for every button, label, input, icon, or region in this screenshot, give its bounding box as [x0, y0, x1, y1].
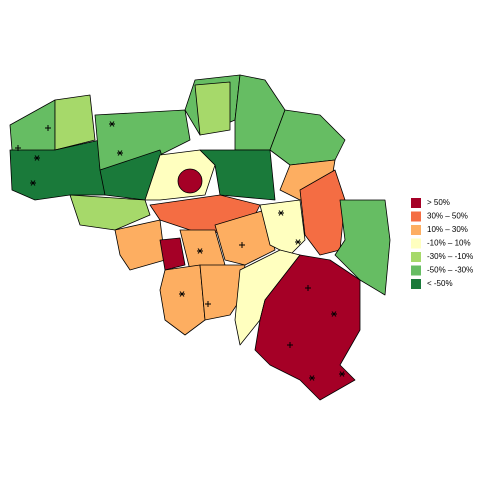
- star-marker: [339, 371, 345, 377]
- plus-marker: [205, 301, 211, 307]
- plus-marker: [305, 285, 311, 291]
- star-marker: [34, 155, 40, 161]
- region: [9, 139, 106, 201]
- legend-swatch: [411, 279, 421, 289]
- plus-marker: [239, 242, 245, 248]
- star-marker: [331, 311, 337, 317]
- star-marker: [309, 375, 315, 381]
- region: [199, 264, 246, 321]
- legend: > 50% 30% – 50% 10% – 30% -10% – 10% -30% – …: [411, 198, 473, 289]
- star-marker: [109, 121, 115, 127]
- region: [177, 168, 203, 194]
- plus-marker: [15, 145, 21, 151]
- plus-marker: [287, 342, 293, 348]
- star-marker: [179, 291, 185, 297]
- star-marker: [117, 150, 123, 156]
- star-marker: [30, 180, 36, 186]
- legend-label: < -50%: [427, 279, 453, 288]
- region: [334, 199, 391, 296]
- region: [69, 194, 151, 231]
- legend-label: > 50%: [427, 198, 450, 207]
- star-marker: [197, 248, 203, 254]
- legend-swatch: [411, 265, 421, 276]
- region: [194, 81, 231, 136]
- star-marker: [278, 210, 284, 216]
- region: [259, 199, 306, 256]
- star-marker: [295, 239, 301, 245]
- region: [114, 219, 166, 271]
- plus-marker: [45, 125, 51, 131]
- legend-swatch: [411, 252, 421, 262]
- legend-label: 10% – 30%: [427, 225, 468, 234]
- legend-swatch: [411, 225, 421, 235]
- regions: [9, 74, 391, 401]
- legend-swatch: [411, 211, 421, 222]
- legend-swatch: [411, 198, 421, 208]
- region: [254, 254, 361, 401]
- region: [159, 237, 186, 271]
- region: [199, 149, 276, 201]
- legend-label: -10% – 10%: [427, 239, 471, 248]
- legend-swatch: [411, 238, 421, 249]
- legend-label: -30% – -10%: [427, 252, 473, 261]
- region: [214, 209, 276, 266]
- markers: [15, 121, 345, 381]
- legend-label: 30% – 50%: [427, 212, 468, 221]
- region: [54, 94, 96, 151]
- legend-label: -50% – -30%: [427, 266, 473, 275]
